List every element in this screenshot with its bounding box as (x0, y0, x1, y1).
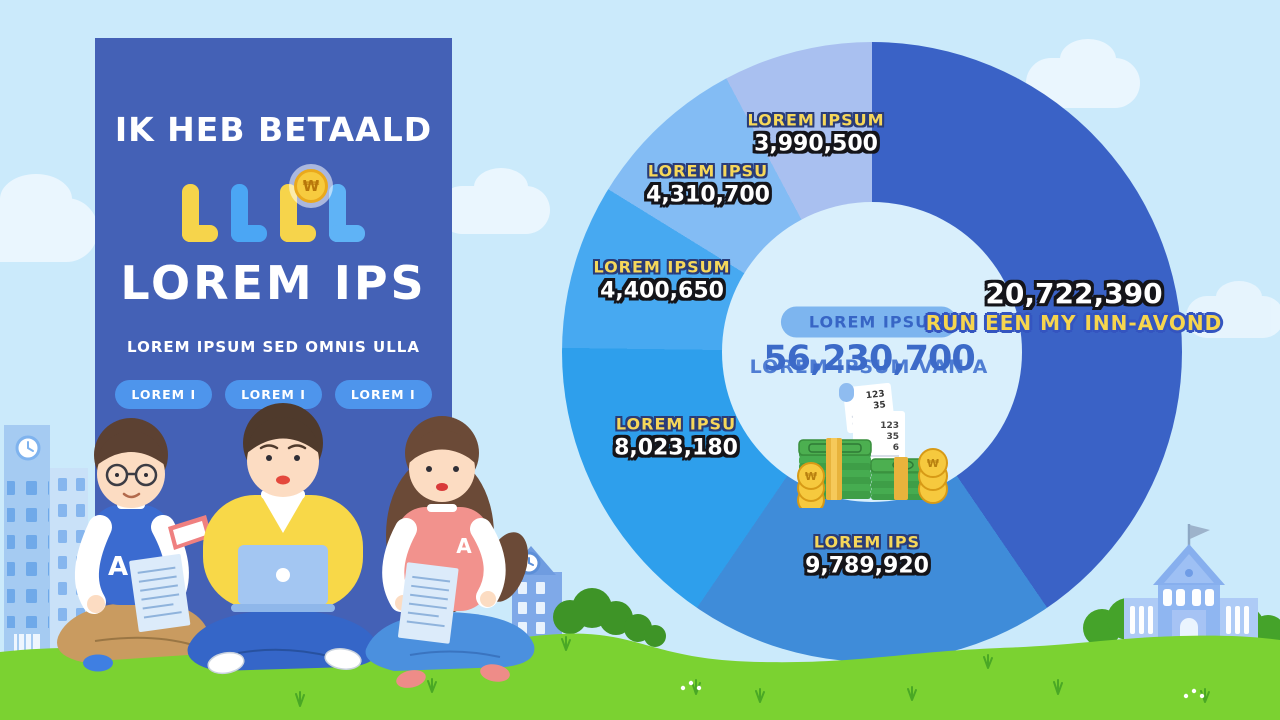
student-boy-jacket: A (57, 418, 220, 672)
letter-l-shape: ₩ (280, 169, 328, 242)
letter-l-shape (329, 184, 365, 242)
money-stack-illustration: 123 35 123 35 6 (797, 383, 948, 508)
coin-stack: ₩ (918, 448, 948, 504)
segment-label: LOREM IPSU (647, 161, 769, 181)
won-coin-icon: ₩ (294, 169, 328, 203)
receipt-line: 123 (880, 421, 899, 431)
cloud-icon (1186, 281, 1280, 338)
banknote-stack (798, 438, 872, 500)
segment-value: 4,310,700 (646, 182, 770, 208)
letter-l-shape (231, 184, 267, 242)
jacket-letter: A (456, 534, 472, 558)
flag-icon (1190, 525, 1210, 539)
receipt-clip (839, 383, 854, 402)
segment-value: 8,023,180 (614, 435, 738, 461)
chart-center-subtext: LOREM IPSUM VAN A (749, 356, 989, 378)
segment-label-group: LOREM IPS 9,789,920 (805, 532, 929, 580)
jacket-letter: A (108, 552, 128, 582)
bush (553, 588, 666, 647)
shoe (480, 664, 510, 682)
receipt-line: 35 (873, 400, 887, 411)
segment-label-group: LOREM IPSUM 3,990,500 (747, 110, 884, 158)
segment-label-group: LOREM IPSUM 4,400,650 (593, 257, 730, 305)
segment-label: LOREM IPSUM (747, 110, 885, 130)
banknote-stack (870, 457, 936, 500)
segment-value: 9,789,920 (805, 553, 929, 579)
poster-tagline: LOREM IPSUM SED OMNIS ULLA (127, 338, 420, 356)
segment-label-group: LOREM IPSU 8,023,180 (614, 414, 738, 462)
poster-button-3[interactable]: LOREM I (334, 380, 432, 409)
cloud-icon (438, 168, 550, 234)
paper (398, 562, 459, 644)
letter-l-shape (182, 184, 218, 242)
shoe (83, 654, 113, 672)
receipt-line: 35 (886, 432, 899, 442)
segment-label: LOREM IPS (813, 532, 921, 552)
won-coin-icon: ₩ (805, 470, 817, 483)
decorative-letters: ₩ (95, 169, 452, 242)
cloud-icon (0, 174, 98, 262)
segment-label: LOREM IPSU (615, 414, 737, 434)
city-buildings-left (4, 425, 88, 665)
segment-label-group: 20,722,390 RUN EEN MY INN-AVOND (926, 276, 1223, 336)
shoe (207, 651, 245, 675)
segment-value: 20,722,390 (985, 277, 1163, 310)
paper (129, 554, 191, 633)
segment-label: LOREM IPSUM (593, 257, 731, 277)
students-illustration: A (57, 403, 535, 688)
student-boy-laptop (187, 403, 379, 675)
segment-label-group: LOREM IPSU 4,310,700 (646, 161, 770, 209)
poster-button-1[interactable]: LOREM I (115, 380, 213, 409)
poster-title: IK HEB BETAALD (114, 110, 433, 149)
segment-value: 4,400,650 (600, 278, 724, 304)
won-coin-icon: ₩ (927, 457, 939, 470)
segment-value: 3,990,500 (754, 131, 878, 157)
receipt-line: 123 (865, 389, 885, 401)
chart-center-total: 56,230,700 (763, 339, 975, 379)
shoe (324, 648, 362, 670)
grass-flowers (680, 680, 1205, 699)
student-girl-jacket: A (365, 416, 535, 688)
coin-stack: ₩ (797, 462, 825, 508)
poster-headline: LOREM IPS (120, 256, 427, 310)
segment-label: RUN EEN MY INN-AVOND (925, 311, 1223, 335)
chart-center-pill: LOREM IPSU (780, 306, 958, 338)
face (247, 425, 319, 497)
receipt-line: 6 (893, 443, 899, 453)
shoe (396, 670, 426, 688)
